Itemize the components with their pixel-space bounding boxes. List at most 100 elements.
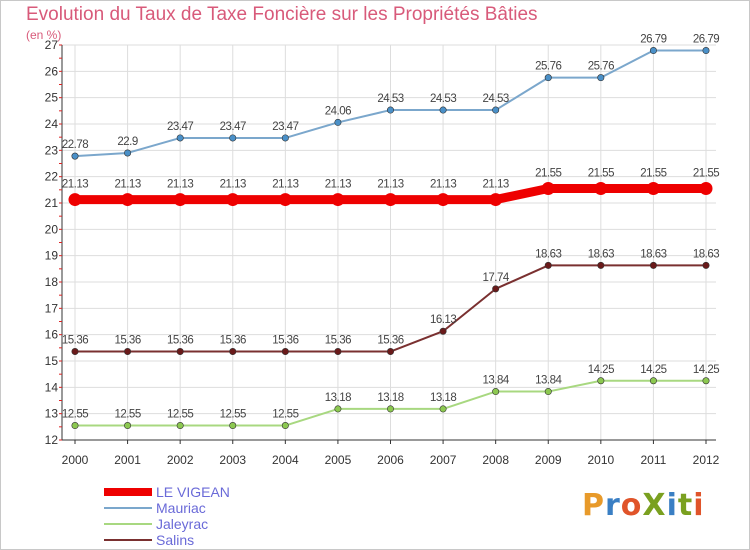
- axis-layer: 12 13 14 15 16 17 18 19 20 21 22 23 24 25 26 27 2000 2001…: [45, 38, 720, 467]
- data-point-salins: [71, 348, 79, 356]
- data-point-salins: [439, 327, 447, 335]
- x-tick-label: 2004: [272, 453, 299, 467]
- y-tick-label: 23: [45, 143, 59, 157]
- x-tick-label: 2002: [167, 453, 194, 467]
- data-point-salins: [386, 348, 394, 356]
- data-point-le-vigean: [68, 193, 82, 207]
- data-label-salins: 18.63: [693, 248, 719, 260]
- data-label-mauriac: 24.53: [377, 93, 403, 105]
- data-point-jaleyrac: [386, 405, 394, 413]
- data-point-jaleyrac: [439, 405, 447, 413]
- data-label-mauriac: 25.76: [535, 61, 561, 73]
- y-tick-label: 15: [45, 354, 59, 368]
- data-label-jaleyrac: 13.84: [483, 375, 510, 387]
- logo-letter: X: [642, 488, 667, 523]
- grid-layer: [62, 44, 716, 441]
- data-label-jaleyrac: 13.84: [535, 375, 562, 387]
- data-label-le-vigean: 21.13: [167, 179, 193, 191]
- y-tick-label: 13: [45, 407, 59, 421]
- logo-letter: r: [605, 488, 621, 523]
- y-tick-label: 26: [45, 64, 59, 78]
- data-label-jaleyrac: 13.18: [430, 392, 456, 404]
- data-label-jaleyrac: 12.55: [114, 409, 140, 421]
- data-point-mauriac: [492, 106, 500, 114]
- data-point-jaleyrac: [124, 422, 132, 430]
- x-tick-label: 2012: [693, 453, 720, 467]
- data-label-salins: 15.36: [272, 335, 298, 347]
- data-point-le-vigean: [646, 182, 660, 196]
- data-label-salins: 15.36: [114, 335, 140, 347]
- data-label-le-vigean: 21.55: [535, 168, 561, 180]
- logo-letter: P: [582, 488, 605, 523]
- data-point-mauriac: [229, 134, 237, 142]
- data-label-salins: 15.36: [325, 335, 351, 347]
- legend: LE VIGEAN Mauriac Jaleyrac Salins: [104, 484, 230, 548]
- data-label-salins: 18.63: [640, 248, 666, 260]
- x-tick-label: 2000: [62, 453, 89, 467]
- y-tick-label: 20: [45, 222, 59, 236]
- x-tick-label: 2010: [587, 453, 614, 467]
- x-tick-label: 2001: [114, 453, 141, 467]
- data-point-salins: [334, 348, 342, 356]
- data-label-le-vigean: 21.13: [272, 179, 298, 191]
- y-tick-label: 14: [45, 380, 59, 394]
- data-point-le-vigean: [121, 193, 135, 207]
- legend-label-salins: Salins: [156, 532, 195, 548]
- data-point-le-vigean: [489, 193, 503, 207]
- data-label-le-vigean: 21.13: [114, 179, 140, 191]
- y-tick-label: 27: [45, 38, 59, 52]
- unit-label: (en %): [26, 28, 62, 42]
- legend-item-le-vigean: LE VIGEAN: [104, 484, 230, 500]
- data-point-salins: [597, 261, 605, 269]
- y-tick-label: 21: [45, 196, 59, 210]
- data-label-mauriac: 26.79: [693, 34, 719, 46]
- data-point-jaleyrac: [492, 388, 500, 396]
- x-tick-label: 2009: [535, 453, 562, 467]
- y-tick-label: 22: [45, 170, 59, 184]
- data-label-le-vigean: 21.55: [693, 168, 719, 180]
- data-point-mauriac: [386, 106, 394, 114]
- legend-item-mauriac: Mauriac: [104, 500, 230, 516]
- data-point-jaleyrac: [281, 422, 289, 430]
- proxiti-logo: ProXiti: [582, 488, 705, 523]
- data-label-le-vigean: 21.13: [62, 179, 88, 191]
- data-label-jaleyrac: 12.55: [167, 409, 193, 421]
- data-point-salins: [124, 348, 132, 356]
- data-label-mauriac: 24.53: [483, 93, 509, 105]
- data-label-le-vigean: 21.13: [377, 179, 403, 191]
- data-point-salins: [281, 348, 289, 356]
- data-label-le-vigean: 21.13: [220, 179, 246, 191]
- data-point-salins: [176, 348, 184, 356]
- data-point-mauriac: [702, 47, 710, 55]
- data-point-mauriac: [176, 134, 184, 142]
- data-point-le-vigean: [699, 182, 713, 196]
- data-label-salins: 15.36: [377, 335, 403, 347]
- data-label-mauriac: 25.76: [588, 61, 614, 73]
- data-label-jaleyrac: 12.55: [220, 409, 246, 421]
- data-point-jaleyrac: [334, 405, 342, 413]
- data-label-mauriac: 22.9: [117, 136, 137, 148]
- data-label-salins: 15.36: [167, 335, 193, 347]
- data-label-mauriac: 24.53: [430, 93, 456, 105]
- data-point-mauriac: [544, 74, 552, 82]
- y-tick-label: 19: [45, 249, 59, 263]
- chart-title: Evolution du Taux de Taxe Foncière sur l…: [26, 4, 538, 25]
- data-label-mauriac: 23.47: [272, 121, 298, 133]
- x-tick-label: 2007: [430, 453, 457, 467]
- data-label-salins: 17.74: [483, 272, 510, 284]
- data-point-mauriac: [124, 149, 132, 157]
- logo-letter: i: [666, 488, 678, 523]
- data-label-mauriac: 23.47: [167, 121, 193, 133]
- legend-item-salins: Salins: [104, 532, 230, 548]
- data-label-salins: 18.63: [588, 248, 614, 260]
- data-label-jaleyrac: 13.18: [377, 392, 403, 404]
- data-point-le-vigean: [173, 193, 187, 207]
- data-point-salins: [492, 285, 500, 293]
- data-point-le-vigean: [331, 193, 345, 207]
- logo-letter: o: [620, 488, 643, 523]
- data-label-jaleyrac: 12.55: [272, 409, 298, 421]
- data-label-salins: 16.13: [430, 314, 456, 326]
- data-point-jaleyrac: [176, 422, 184, 430]
